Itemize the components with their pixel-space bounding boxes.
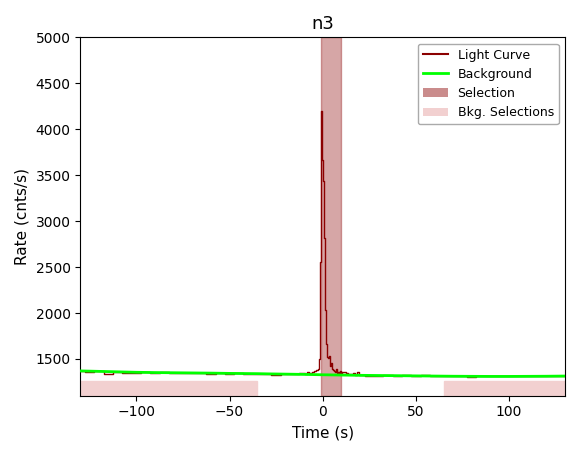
Bar [81,381,258,396]
X-axis label: Time (s): Time (s) [292,425,354,440]
Y-axis label: Rate (cnts/s): Rate (cnts/s) [15,168,30,265]
Title: n3: n3 [311,15,334,33]
Bar [444,381,565,396]
Legend: Light Curve, Background, Selection, Bkg. Selections: Light Curve, Background, Selection, Bkg.… [418,44,559,124]
Bar [321,37,342,396]
